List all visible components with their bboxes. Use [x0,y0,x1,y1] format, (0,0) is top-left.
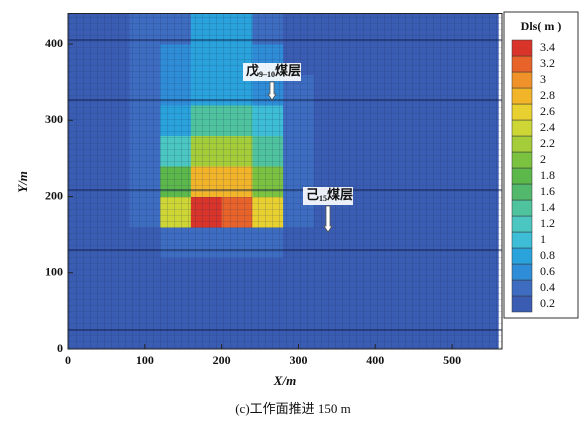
colorbar-swatch [511,183,533,201]
colorbar-label: 1.8 [540,168,555,182]
colorbar-swatch [511,151,533,169]
colorbar-title: Dls( m ) [521,19,562,33]
colorbar-label: 0.6 [540,264,555,278]
colorbar-label: 2.4 [540,120,555,134]
colorbar-swatch [511,295,533,313]
annotation-subscript: 15 [319,194,327,203]
x-tick-label: 400 [366,353,384,367]
y-axis-label: Y/m [15,171,30,193]
colorbar-label: 1 [540,232,546,246]
caption: (c)工作面推进 150 m [235,401,351,416]
colorbar-swatch [511,167,533,185]
colorbar-label: 3 [540,72,546,86]
colorbar-label: 0.4 [540,280,555,294]
colorbar-swatch [511,71,533,89]
x-tick-label: 200 [213,353,231,367]
y-tick-label: 0 [57,341,63,355]
colorbar-swatch [511,199,533,217]
annotation: 己15煤层 [306,187,353,203]
y-tick-label: 200 [45,188,63,202]
colorbar-swatch [511,279,533,297]
annotation-subscript: 9–10 [259,70,275,79]
colorbar-swatch [511,263,533,281]
annotation-arrow [323,205,333,233]
colorbar-label: 2 [540,152,546,166]
annotation-prefix: 戊 [245,63,259,78]
x-tick-label: 0 [65,353,71,367]
colorbar-label: 0.8 [540,248,555,262]
colorbar-swatch [511,55,533,73]
colorbar-swatch [511,119,533,137]
x-axis-label: X/m [273,373,296,388]
annotation-box [243,63,301,81]
annotation-suffix: 煤层 [275,63,301,78]
colorbar-label: 3.2 [540,56,555,70]
y-tick-label: 300 [45,112,63,126]
colorbar-swatch [511,231,533,249]
colorbar-label: 0.2 [540,296,555,310]
colorbar-label: 1.4 [540,200,555,214]
y-tick-label: 400 [45,36,63,50]
plot-frame [67,13,503,350]
colorbar-label: 2.2 [540,136,555,150]
x-tick-label: 500 [443,353,461,367]
colorbar-swatch [511,247,533,265]
colorbar-swatch [511,215,533,233]
annotation-arrow [267,81,277,101]
x-tick-label: 100 [136,353,154,367]
colorbar-swatch [511,87,533,105]
colorbar-label: 3.4 [540,40,555,54]
annotation: 戊9–10煤层 [245,63,301,79]
colorbar-label: 1.6 [540,184,555,198]
colorbar-swatch [511,135,533,153]
colorbar-swatch [511,39,533,57]
colorbar-label: 2.6 [540,104,555,118]
colorbar-swatch [511,103,533,121]
colorbar-label: 2.8 [540,88,555,102]
x-tick-label: 300 [289,353,307,367]
colorbar-label: 1.2 [540,216,555,230]
y-tick-label: 100 [45,265,63,279]
annotation-box [303,187,353,205]
annotation-suffix: 煤层 [327,187,353,202]
annotation-prefix: 己 [306,187,319,202]
